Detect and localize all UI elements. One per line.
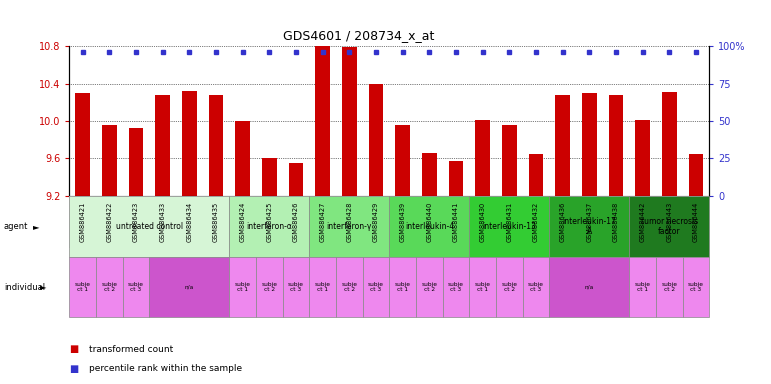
Bar [76,93,90,196]
Text: subje
ct 3: subje ct 3 [368,281,384,293]
Text: n/a: n/a [185,285,194,290]
Text: individual: individual [4,283,45,291]
Text: interleukin-17
A: interleukin-17 A [562,217,616,236]
Text: GDS4601 / 208734_x_at: GDS4601 / 208734_x_at [283,29,434,42]
Bar [315,46,330,196]
Text: GSM886433: GSM886433 [160,202,166,242]
Text: GSM886426: GSM886426 [293,202,299,242]
Text: GSM886437: GSM886437 [586,202,592,242]
Bar [369,84,383,196]
Bar [288,163,303,196]
Bar [235,121,250,196]
Bar [662,92,677,196]
Text: GSM886422: GSM886422 [106,202,113,242]
Text: subje
ct 1: subje ct 1 [75,281,91,293]
Text: ►: ► [33,222,39,231]
Text: subje
ct 3: subje ct 3 [128,281,144,293]
Text: interleukin-4: interleukin-4 [405,222,454,231]
Text: GSM886439: GSM886439 [399,202,406,242]
Bar [582,93,597,196]
Text: GSM886421: GSM886421 [79,202,86,242]
Bar [635,120,650,196]
Text: GSM886436: GSM886436 [560,202,566,242]
Text: subje
ct 2: subje ct 2 [662,281,678,293]
Text: GSM886431: GSM886431 [507,202,513,242]
Text: GSM886434: GSM886434 [187,202,193,242]
Bar [422,153,436,196]
Text: GSM886444: GSM886444 [693,202,699,242]
Text: untreated control: untreated control [116,222,183,231]
Text: transformed count: transformed count [89,345,173,354]
Text: agent: agent [4,222,29,231]
Text: GSM886423: GSM886423 [133,202,139,242]
Bar [608,95,623,196]
Text: subje
ct 3: subje ct 3 [448,281,464,293]
Text: subje
ct 1: subje ct 1 [475,281,490,293]
Text: GSM886425: GSM886425 [266,202,272,242]
Text: ■: ■ [69,364,79,374]
Text: subje
ct 1: subje ct 1 [234,281,251,293]
Text: GSM886442: GSM886442 [640,202,645,242]
Text: GSM886432: GSM886432 [533,202,539,242]
Text: GSM886428: GSM886428 [346,202,352,242]
Text: GSM886435: GSM886435 [213,202,219,242]
Text: GSM886430: GSM886430 [480,202,486,242]
Text: subje
ct 3: subje ct 3 [528,281,544,293]
Text: GSM886441: GSM886441 [453,202,459,242]
Text: subje
ct 3: subje ct 3 [288,281,304,293]
Bar [182,91,197,196]
Text: GSM886427: GSM886427 [320,202,325,242]
Text: subje
ct 1: subje ct 1 [635,281,651,293]
Text: subje
ct 2: subje ct 2 [101,281,117,293]
Text: ►: ► [40,283,46,291]
Bar [129,127,143,196]
Text: subje
ct 2: subje ct 2 [261,281,278,293]
Text: interferon-γ: interferon-γ [327,222,372,231]
Text: GSM886424: GSM886424 [240,202,246,242]
Bar [156,95,170,196]
Text: GSM886440: GSM886440 [426,202,433,242]
Bar [476,120,490,196]
Bar [342,47,357,196]
Bar [102,125,116,196]
Text: percentile rank within the sample: percentile rank within the sample [89,364,242,373]
Bar [262,159,277,196]
Text: subje
ct 3: subje ct 3 [688,281,704,293]
Text: n/a: n/a [584,285,594,290]
Bar [396,125,410,196]
Bar [555,95,570,196]
Text: ■: ■ [69,344,79,354]
Bar [529,154,544,196]
Bar [502,125,517,196]
Bar [209,95,224,196]
Text: interleukin-13: interleukin-13 [483,222,537,231]
Text: interferon-α: interferon-α [247,222,292,231]
Bar [449,161,463,196]
Text: subje
ct 2: subje ct 2 [342,281,358,293]
Text: subje
ct 1: subje ct 1 [315,281,331,293]
Text: subje
ct 2: subje ct 2 [501,281,517,293]
Text: tumor necrosis
factor: tumor necrosis factor [641,217,698,236]
Text: subje
ct 1: subje ct 1 [395,281,411,293]
Text: GSM886443: GSM886443 [666,202,672,242]
Text: GSM886429: GSM886429 [373,202,379,242]
Text: subje
ct 2: subje ct 2 [421,281,437,293]
Text: GSM886438: GSM886438 [613,202,619,242]
Bar [689,154,703,196]
